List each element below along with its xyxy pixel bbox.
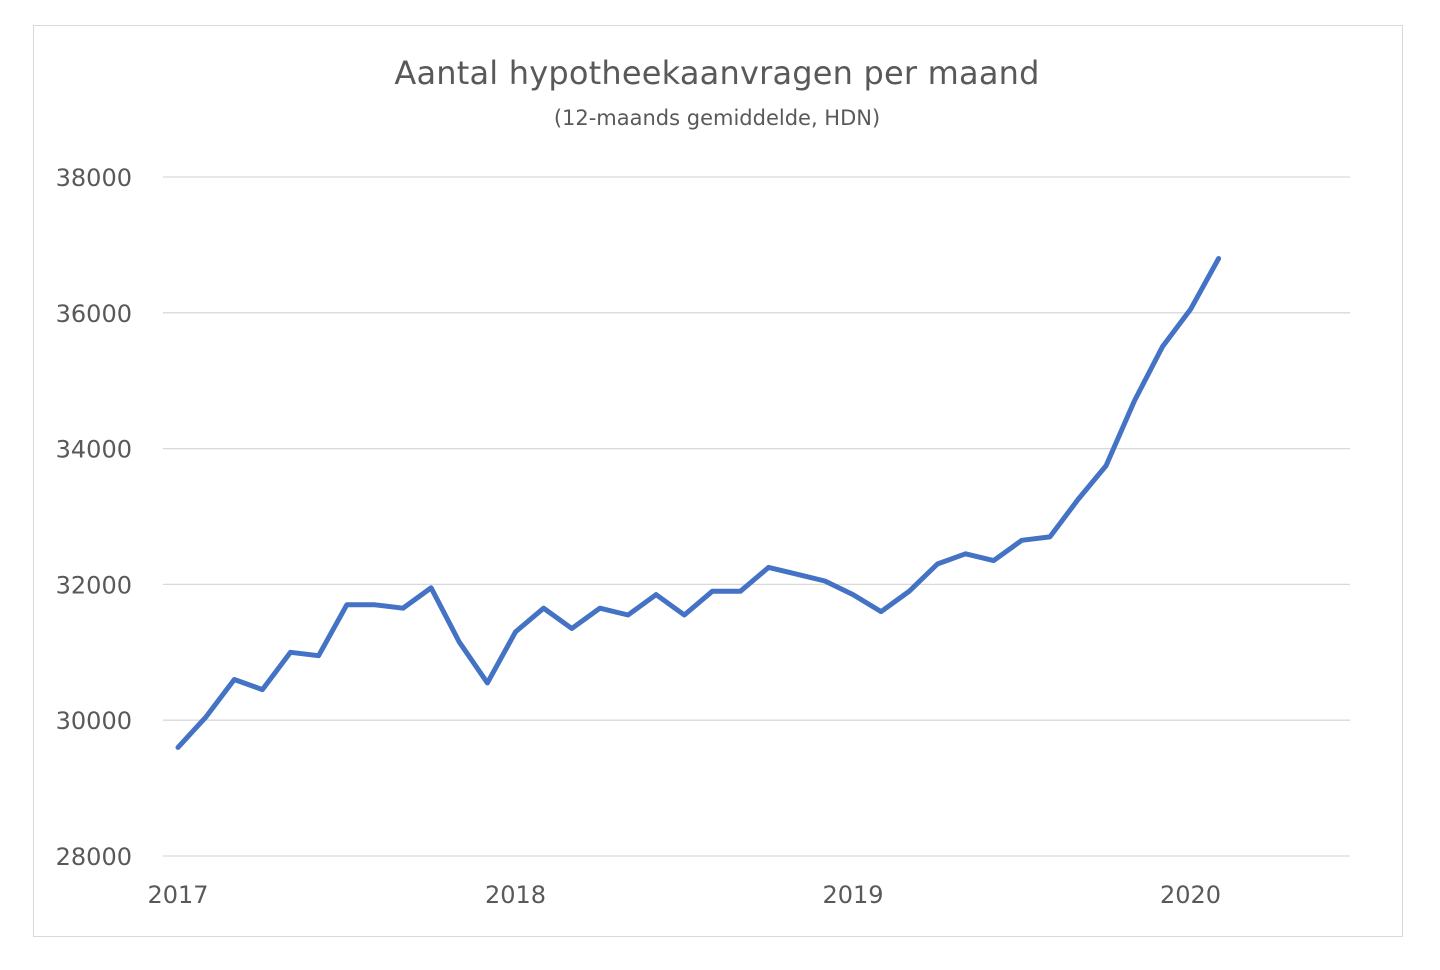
- x-tick-label: 2020: [1160, 881, 1221, 909]
- x-tick-label: 2017: [147, 881, 208, 909]
- y-tick-label: 34000: [56, 436, 132, 464]
- chart-title: Aantal hypotheekaanvragen per maand: [394, 54, 1040, 92]
- y-tick-label: 38000: [56, 164, 132, 192]
- x-tick-label: 2018: [485, 881, 546, 909]
- x-tick-label: 2019: [822, 881, 883, 909]
- y-tick-label: 30000: [56, 707, 132, 735]
- y-tick-label: 28000: [56, 843, 132, 871]
- y-tick-label: 36000: [56, 300, 132, 328]
- series-line: [175, 256, 1222, 750]
- y-tick-label: 32000: [56, 571, 132, 599]
- chart-subtitle: (12-maands gemiddelde, HDN): [553, 106, 881, 130]
